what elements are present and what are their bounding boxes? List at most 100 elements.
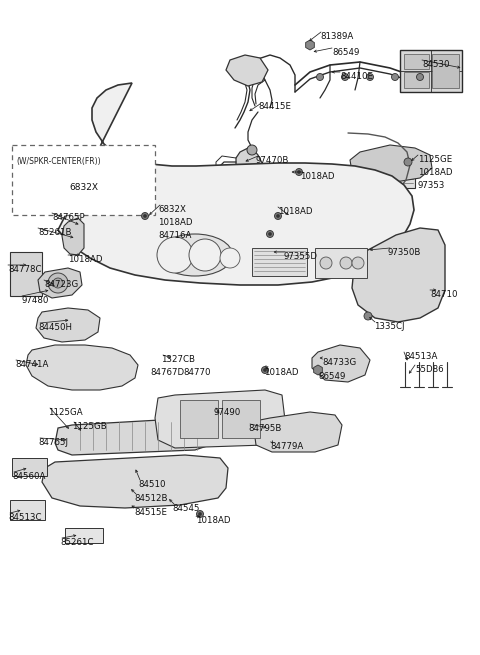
Text: 81389A: 81389A <box>320 32 353 41</box>
Polygon shape <box>58 83 414 285</box>
Polygon shape <box>55 418 210 455</box>
Circle shape <box>417 73 423 81</box>
Text: 84560A: 84560A <box>12 472 46 481</box>
Circle shape <box>53 278 63 288</box>
Bar <box>360 152 415 188</box>
Circle shape <box>276 214 279 217</box>
Circle shape <box>340 257 352 269</box>
Text: 1018AD: 1018AD <box>278 207 312 216</box>
Bar <box>315 248 367 278</box>
Circle shape <box>157 237 193 273</box>
Text: 1125GE: 1125GE <box>418 155 452 164</box>
Bar <box>12 458 47 476</box>
Text: 84710: 84710 <box>430 290 457 299</box>
Circle shape <box>142 212 148 219</box>
Text: 97350B: 97350B <box>388 248 421 257</box>
Bar <box>404 72 429 88</box>
Text: 97480: 97480 <box>22 296 49 305</box>
Circle shape <box>404 158 412 166</box>
Bar <box>65 528 103 543</box>
Circle shape <box>144 214 146 217</box>
Text: 97470B: 97470B <box>256 156 289 165</box>
Text: 84530: 84530 <box>422 60 449 69</box>
Circle shape <box>364 312 372 320</box>
Text: 84770: 84770 <box>183 368 211 377</box>
Text: 84410E: 84410E <box>340 72 373 81</box>
Text: 84778C: 84778C <box>8 265 41 274</box>
Bar <box>400 50 462 92</box>
Ellipse shape <box>157 234 232 276</box>
Text: 86549: 86549 <box>332 48 360 57</box>
Text: 1018AD: 1018AD <box>300 172 335 181</box>
Circle shape <box>199 512 202 515</box>
Circle shape <box>266 231 274 238</box>
Polygon shape <box>226 55 268 86</box>
Circle shape <box>262 367 268 373</box>
Polygon shape <box>236 148 262 176</box>
Text: 97490: 97490 <box>214 408 241 417</box>
Text: 84513A: 84513A <box>404 352 437 361</box>
Bar <box>404 54 429 69</box>
Circle shape <box>298 170 300 174</box>
Text: 1018AD: 1018AD <box>418 168 453 177</box>
Polygon shape <box>62 218 84 255</box>
Polygon shape <box>26 345 138 390</box>
Polygon shape <box>155 390 285 448</box>
Bar <box>180 400 218 438</box>
Text: 84716A: 84716A <box>158 231 192 240</box>
Bar <box>252 248 307 276</box>
Text: 84513C: 84513C <box>8 513 41 522</box>
Text: 1018AD: 1018AD <box>158 218 192 227</box>
Bar <box>70 192 97 208</box>
Text: 97355D: 97355D <box>283 252 317 261</box>
Text: 6832X: 6832X <box>158 205 186 214</box>
Text: 1018AD: 1018AD <box>196 516 230 525</box>
Circle shape <box>220 248 240 268</box>
Text: 84767D: 84767D <box>150 368 184 377</box>
Text: (W/SPKR-CENTER(FR)): (W/SPKR-CENTER(FR)) <box>16 157 101 166</box>
Circle shape <box>341 73 348 81</box>
Text: 84450H: 84450H <box>38 323 72 332</box>
Circle shape <box>392 73 398 81</box>
Text: 84515E: 84515E <box>134 508 167 517</box>
Polygon shape <box>350 145 432 182</box>
Text: 85261B: 85261B <box>38 228 72 237</box>
Text: 6832X: 6832X <box>69 183 98 193</box>
Circle shape <box>367 73 373 81</box>
Bar <box>10 500 45 520</box>
Bar <box>222 400 260 438</box>
Text: 1018AD: 1018AD <box>68 255 103 264</box>
Text: 84795B: 84795B <box>248 424 281 433</box>
Text: 55D86: 55D86 <box>415 365 444 374</box>
Circle shape <box>275 212 281 219</box>
Polygon shape <box>38 268 82 298</box>
Polygon shape <box>42 455 228 508</box>
Bar <box>12 145 155 215</box>
Circle shape <box>247 145 257 155</box>
Circle shape <box>268 233 272 236</box>
Text: 1125GB: 1125GB <box>72 422 107 431</box>
Text: 84512B: 84512B <box>134 494 168 503</box>
Polygon shape <box>312 345 370 382</box>
Circle shape <box>316 73 324 81</box>
Text: 84415E: 84415E <box>258 102 291 111</box>
Text: 1018AD: 1018AD <box>264 368 299 377</box>
Text: 84723G: 84723G <box>44 280 78 289</box>
Circle shape <box>352 257 364 269</box>
Text: 1327CB: 1327CB <box>161 355 195 364</box>
Text: 85261C: 85261C <box>60 538 94 547</box>
Text: 84741A: 84741A <box>15 360 48 369</box>
Text: 86549: 86549 <box>318 372 346 381</box>
Text: 84510: 84510 <box>138 480 166 489</box>
Circle shape <box>320 257 332 269</box>
Text: 1335CJ: 1335CJ <box>374 322 405 331</box>
Circle shape <box>189 239 221 271</box>
Text: 84765P: 84765P <box>52 213 84 222</box>
Bar <box>432 54 459 88</box>
Bar <box>10 252 42 296</box>
Polygon shape <box>254 412 342 452</box>
Polygon shape <box>352 228 445 322</box>
Circle shape <box>296 168 302 176</box>
Circle shape <box>48 273 68 293</box>
Text: 84733G: 84733G <box>322 358 356 367</box>
